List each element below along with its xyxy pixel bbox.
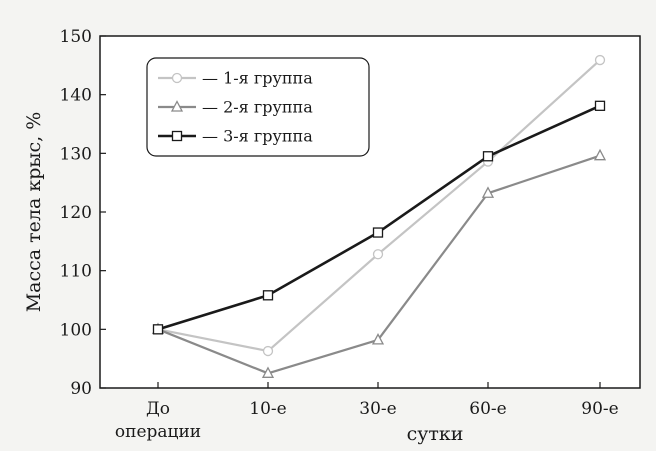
legend-label: — 1-я группа xyxy=(202,69,313,88)
x-tick-label: 30-е xyxy=(359,399,396,419)
x-tick-label: операции xyxy=(115,422,201,442)
x-tick-label: До xyxy=(146,399,170,419)
y-tick-label: 120 xyxy=(60,203,92,223)
legend-label: — 2-я группа xyxy=(202,98,313,117)
y-axis-label: Масса тела крыс, % xyxy=(23,112,45,313)
y-tick-label: 90 xyxy=(70,379,92,399)
triangle-marker xyxy=(170,100,184,112)
x-axis-label: сутки xyxy=(407,423,464,445)
square-marker xyxy=(594,100,606,111)
square-marker xyxy=(482,151,494,162)
square-marker xyxy=(372,227,384,238)
circle-marker xyxy=(171,72,183,84)
legend: — 1-я группа — 2-я группа — 3-я группа xyxy=(146,57,370,157)
triangle-marker xyxy=(593,148,607,161)
legend-item: — 1-я группа xyxy=(158,69,313,88)
circle-marker xyxy=(262,345,274,357)
triangle-marker xyxy=(371,332,385,345)
legend-item: — 2-я группа xyxy=(158,98,313,117)
triangle-marker xyxy=(481,186,495,198)
circle-marker xyxy=(594,54,606,66)
square-marker xyxy=(171,130,183,142)
y-tick-label: 140 xyxy=(60,86,92,106)
y-tick-label: 130 xyxy=(60,144,92,164)
y-tick-label: 110 xyxy=(60,262,92,282)
x-tick-label: 60-е xyxy=(469,399,506,419)
y-tick-label: 100 xyxy=(60,320,92,340)
triangle-marker xyxy=(261,366,275,378)
x-tick-label: 90-е xyxy=(581,399,618,419)
square-marker xyxy=(152,324,164,335)
circle-marker xyxy=(372,249,384,260)
legend-label: — 3-я группа xyxy=(202,127,313,146)
legend-box xyxy=(146,57,370,157)
square-marker xyxy=(262,290,274,301)
y-tick-label: 150 xyxy=(60,27,92,47)
series-3 xyxy=(152,100,606,335)
x-tick-label: 10-е xyxy=(249,399,286,419)
legend-item: — 3-я группа xyxy=(158,127,313,146)
